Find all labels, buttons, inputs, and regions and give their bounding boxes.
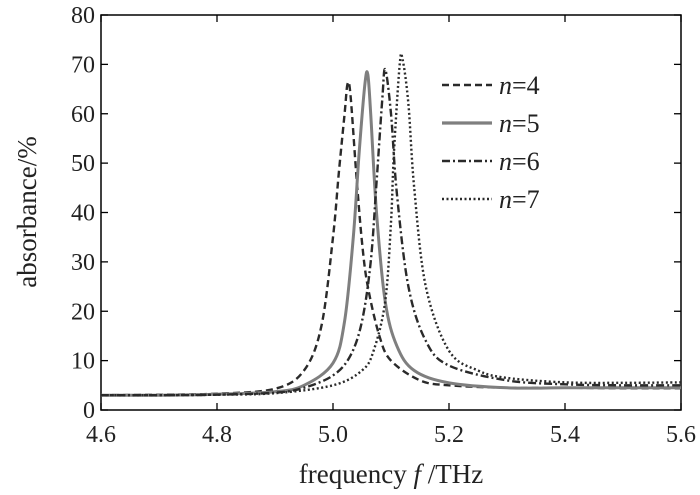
legend-label: n=7: [499, 185, 540, 214]
x-tick-labels: 4.6 4.8 5.0 5.2 5.4 5.6: [86, 422, 696, 448]
series-line-4: [100, 52, 682, 397]
x-ticks: [100, 15, 682, 410]
x-tick-label: 5.0: [318, 422, 348, 448]
x-axis-title-variable: f: [413, 459, 424, 489]
legend-label-value: =5: [512, 109, 540, 138]
y-tick-labels: 0 10 20 30 40 50 60 70 80: [71, 3, 95, 424]
y-tick-label: 50: [71, 151, 95, 177]
y-tick-label: 60: [71, 102, 95, 128]
legend-label: n=6: [499, 147, 540, 176]
x-tick-label: 5.6: [666, 422, 696, 448]
y-tick-label: 40: [71, 201, 95, 227]
y-tick-label: 70: [71, 52, 95, 78]
y-axis-title: absorbance/%: [12, 136, 42, 287]
y-tick-label: 30: [71, 250, 95, 276]
x-tick-label: 5.2: [434, 422, 464, 448]
y-tick-label: 80: [71, 3, 95, 29]
series-line-2: [100, 70, 681, 397]
legend-label-variable: n: [499, 71, 512, 100]
legend-label-value: =7: [512, 185, 540, 214]
legend-label-value: =6: [512, 147, 540, 176]
x-tick-label: 5.4: [550, 422, 580, 448]
legend: n=4n=5n=6n=7: [442, 71, 540, 214]
series-line-3: [100, 67, 682, 397]
x-axis-title-unit: /THz: [421, 459, 483, 489]
y-tick-label: 10: [71, 349, 95, 375]
plot-area: [100, 14, 682, 411]
x-tick-label: 4.8: [202, 422, 232, 448]
legend-label-variable: n: [499, 147, 512, 176]
legend-label-variable: n: [499, 109, 512, 138]
series-group: [100, 52, 682, 397]
x-axis-title: frequency f /THz: [299, 459, 483, 489]
legend-label: n=5: [499, 109, 540, 138]
legend-label-variable: n: [499, 185, 512, 214]
y-tick-label: 20: [71, 299, 95, 325]
y-tick-label: 0: [83, 398, 95, 424]
legend-label: n=4: [499, 71, 540, 100]
x-axis-title-prefix: frequency: [299, 459, 414, 489]
x-tick-label: 4.6: [86, 422, 116, 448]
legend-label-value: =4: [512, 71, 540, 100]
y-ticks: [101, 14, 681, 411]
